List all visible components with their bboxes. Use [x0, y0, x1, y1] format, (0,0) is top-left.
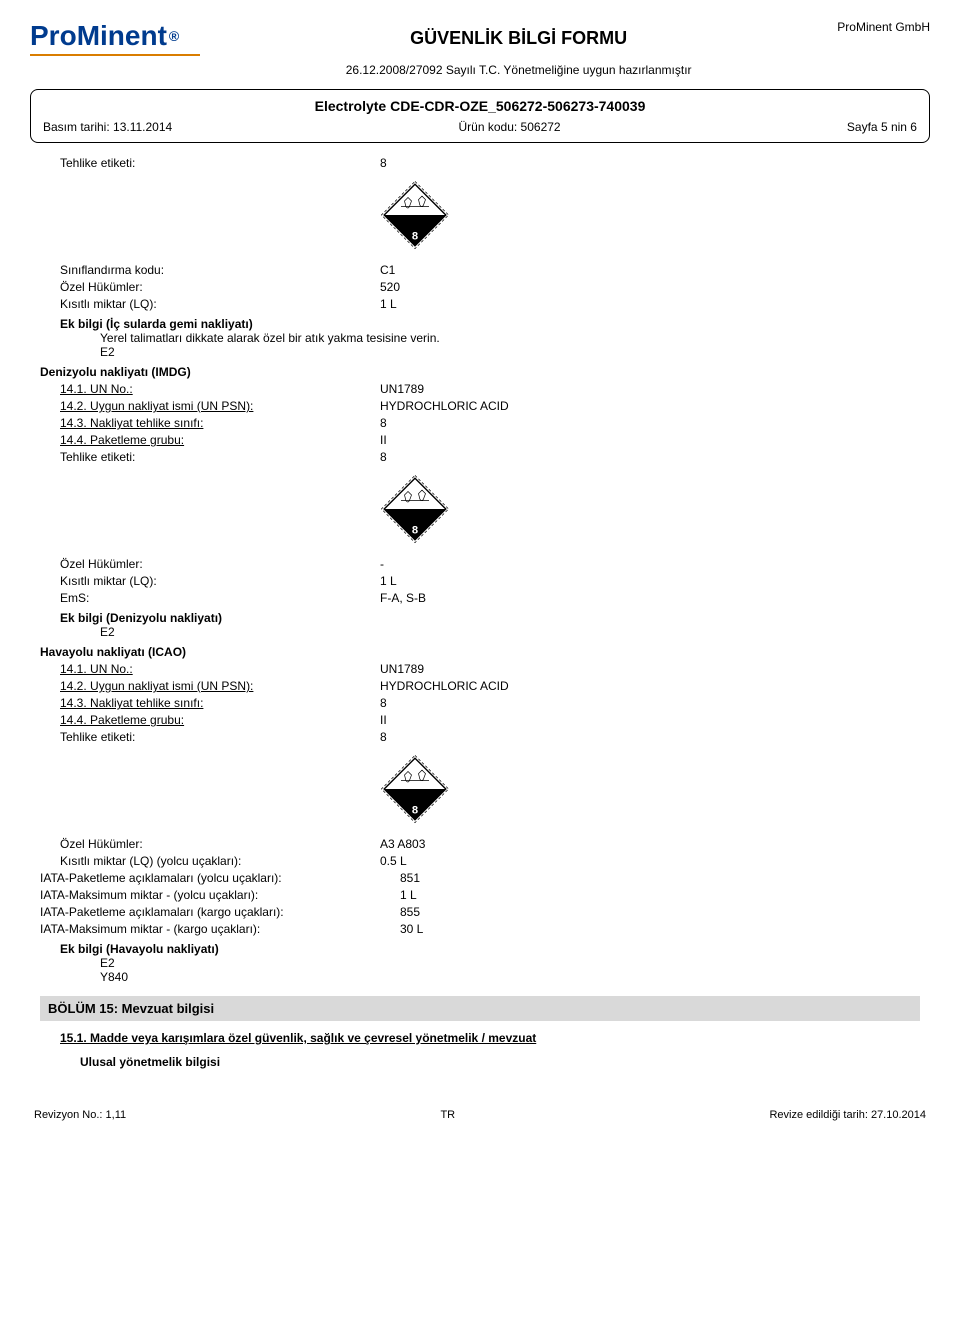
ek-bilgi-ic-sular-line1: Yerel talimatları dikkate alarak özel bi…	[100, 331, 920, 345]
product-box: Electrolyte CDE-CDR-OZE_506272-506273-74…	[30, 89, 930, 143]
footer-revised: Revize edildiği tarih: 27.10.2014	[769, 1109, 926, 1121]
product-title: Electrolyte CDE-CDR-OZE_506272-506273-74…	[43, 98, 917, 114]
svg-text:8: 8	[412, 805, 418, 817]
imdg-sinif-label: 14.3. Nakliyat tehlike sınıfı:	[60, 416, 380, 430]
imdg-tehlike-value: 8	[380, 450, 920, 464]
ek-bilgi-ic-sular-heading: Ek bilgi (İç sularda gemi nakliyatı)	[60, 317, 920, 331]
imdg-ems-value: F-A, S-B	[380, 591, 920, 605]
footer-revision: Revizyon No.: 1,11	[34, 1109, 126, 1121]
logo-reg: ®	[169, 28, 179, 44]
iata3-value: 855	[400, 905, 920, 919]
imdg-ek-bilgi-line: E2	[100, 625, 920, 639]
icao-psn-label: 14.2. Uygun nakliyat ismi (UN PSN):	[60, 679, 380, 693]
icao-sinif-value: 8	[380, 696, 920, 710]
icao-sinif-label: 14.3. Nakliyat tehlike sınıfı:	[60, 696, 380, 710]
company-name: ProMinent GmbH	[837, 20, 930, 34]
iata2-value: 1 L	[400, 888, 920, 902]
iata4-value: 30 L	[400, 922, 920, 936]
main-title: GÜVENLİK BİLGİ FORMU	[200, 28, 837, 49]
icao-unno-value: UN1789	[380, 662, 920, 676]
hazard-diamond-icon: 8	[380, 180, 920, 253]
imdg-kisitli-value: 1 L	[380, 574, 920, 588]
imdg-unno-label: 14.1. UN No.:	[60, 382, 380, 396]
footer-lang: TR	[440, 1109, 455, 1121]
icao-ozel-label: Özel Hükümler:	[60, 837, 380, 851]
icao-kisitli-label: Kısıtlı miktar (LQ) (yolcu uçakları):	[60, 854, 380, 868]
imdg-paket-value: II	[380, 433, 920, 447]
imdg-psn-value: HYDROCHLORIC ACID	[380, 399, 920, 413]
center-titles: GÜVENLİK BİLGİ FORMU 26.12.2008/27092 Sa…	[200, 20, 837, 77]
kisitli-miktar-label: Kısıtlı miktar (LQ):	[60, 297, 380, 311]
imdg-psn-label: 14.2. Uygun nakliyat ismi (UN PSN):	[60, 399, 380, 413]
icao-ek-bilgi-heading: Ek bilgi (Havayolu nakliyatı)	[60, 942, 920, 956]
imdg-ozel-value: -	[380, 557, 920, 571]
subtitle: 26.12.2008/27092 Sayılı T.C. Yönetmeliği…	[200, 63, 837, 77]
imdg-ozel-label: Özel Hükümler:	[60, 557, 380, 571]
logo-pro: Pro	[30, 20, 77, 52]
icao-ek-bilgi-line2: Y840	[100, 970, 920, 984]
icao-paket-value: II	[380, 713, 920, 727]
logo-minent: Minent	[77, 20, 167, 52]
ek-bilgi-ic-sular-line2: E2	[100, 345, 920, 359]
logo-underline	[30, 54, 200, 56]
icao-tehlike-value: 8	[380, 730, 920, 744]
section15-heading: BÖLÜM 15: Mevzuat bilgisi	[40, 996, 920, 1021]
section15-sub2: Ulusal yönetmelik bilgisi	[80, 1055, 920, 1069]
ozel-hukumler-label: Özel Hükümler:	[60, 280, 380, 294]
header: ProMinent® GÜVENLİK BİLGİ FORMU 26.12.20…	[30, 20, 930, 77]
tehlike-etiketi-label: Tehlike etiketi:	[60, 156, 380, 170]
svg-text:8: 8	[412, 231, 418, 243]
imdg-sinif-value: 8	[380, 416, 920, 430]
hazard-diamond-icon: 8	[380, 754, 920, 827]
imdg-ems-label: EmS:	[60, 591, 380, 605]
sinif-kodu-value: C1	[380, 263, 920, 277]
iata3-label: IATA-Paketleme açıklamaları (kargo uçakl…	[40, 905, 400, 919]
product-code: Ürün kodu: 506272	[459, 120, 561, 134]
imdg-tehlike-label: Tehlike etiketi:	[60, 450, 380, 464]
icao-unno-label: 14.1. UN No.:	[60, 662, 380, 676]
print-date: Basım tarihi: 13.11.2014	[43, 120, 172, 134]
logo: ProMinent®	[30, 20, 200, 56]
svg-text:8: 8	[412, 525, 418, 537]
content: Tehlike etiketi: 8 8 Sınıflandırma kodu:…	[30, 143, 930, 1079]
icao-tehlike-label: Tehlike etiketi:	[60, 730, 380, 744]
iata1-label: IATA-Paketleme açıklamaları (yolcu uçakl…	[40, 871, 400, 885]
imdg-paket-label: 14.4. Paketleme grubu:	[60, 433, 380, 447]
ozel-hukumler-value: 520	[380, 280, 920, 294]
imdg-unno-value: UN1789	[380, 382, 920, 396]
iata1-value: 851	[400, 871, 920, 885]
icao-heading: Havayolu nakliyatı (ICAO)	[40, 645, 920, 659]
footer: Revizyon No.: 1,11 TR Revize edildiği ta…	[30, 1109, 930, 1121]
iata4-label: IATA-Maksimum miktar - (kargo uçakları):	[40, 922, 400, 936]
icao-ek-bilgi-line1: E2	[100, 956, 920, 970]
section15-sub1: 15.1. Madde veya karışımlara özel güvenl…	[60, 1031, 920, 1045]
icao-ozel-value: A3 A803	[380, 837, 920, 851]
imdg-ek-bilgi-heading: Ek bilgi (Denizyolu nakliyatı)	[60, 611, 920, 625]
icao-kisitli-value: 0.5 L	[380, 854, 920, 868]
page-number: Sayfa 5 nin 6	[847, 120, 917, 134]
icao-paket-label: 14.4. Paketleme grubu:	[60, 713, 380, 727]
hazard-diamond-icon: 8	[380, 474, 920, 547]
icao-psn-value: HYDROCHLORIC ACID	[380, 679, 920, 693]
imdg-kisitli-label: Kısıtlı miktar (LQ):	[60, 574, 380, 588]
tehlike-etiketi-value: 8	[380, 156, 920, 170]
iata2-label: IATA-Maksimum miktar - (yolcu uçakları):	[40, 888, 400, 902]
sinif-kodu-label: Sınıflandırma kodu:	[60, 263, 380, 277]
imdg-heading: Denizyolu nakliyatı (IMDG)	[40, 365, 920, 379]
kisitli-miktar-value: 1 L	[380, 297, 920, 311]
